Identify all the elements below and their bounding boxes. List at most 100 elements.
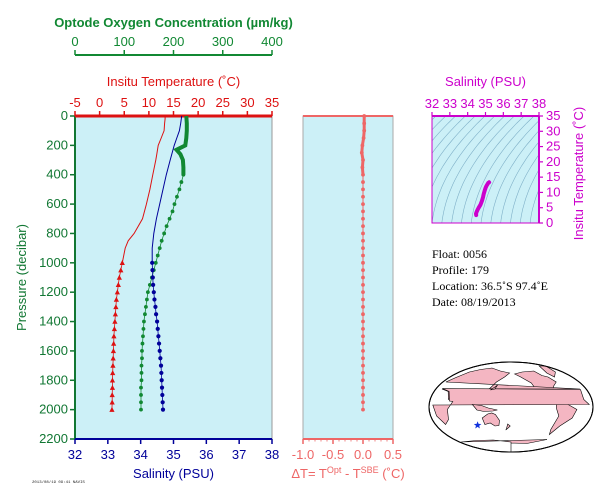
- isopycnal-line: [461, 116, 525, 223]
- oxygen-point-marker: [145, 290, 150, 295]
- salinity-axis-title: Salinity (PSU): [133, 466, 214, 481]
- isopycnal-line: [520, 169, 539, 223]
- ts-salinity-axis-title: Salinity (PSU): [445, 74, 526, 89]
- delta-point: [361, 400, 365, 405]
- delta-point: [361, 187, 365, 192]
- delta-axis-title-part: ΔT= T: [291, 466, 327, 481]
- profile-plot-area: [75, 116, 272, 439]
- delta-surface-segment: [360, 116, 366, 175]
- salinity-point-marker: [157, 348, 162, 354]
- delta-point: [361, 297, 365, 302]
- land-africa: [432, 388, 590, 425]
- temperature-tick-label: 20: [191, 95, 205, 110]
- oxygen-point-marker: [170, 209, 175, 214]
- delta-point: [361, 231, 365, 236]
- land-antarctica: [461, 439, 548, 452]
- oxygen-point-marker: [164, 224, 169, 229]
- salinity-tick-label: 38: [265, 447, 279, 462]
- delta-point: [361, 194, 365, 199]
- pressure-tick-label: 400: [46, 167, 68, 182]
- pressure-tick-label: 1200: [39, 284, 68, 299]
- salinity-point-marker: [156, 341, 162, 346]
- temperature-tick-label: 0: [96, 95, 103, 110]
- salinity-tick-label: 33: [101, 447, 115, 462]
- pressure-tick-label: 2200: [39, 431, 68, 446]
- date-line: Date: 08/19/2013: [432, 295, 516, 309]
- oxygen-point-marker: [141, 334, 145, 339]
- temperature-point-marker: [110, 348, 117, 354]
- salinity-point-marker: [153, 304, 158, 309]
- salinity-point-marker: [160, 400, 165, 405]
- delta-point: [361, 334, 365, 339]
- pressure-tick-label: 200: [46, 137, 68, 152]
- map-outline: [428, 361, 594, 453]
- delta-panel: -1.0 -0.5 0.0 0.5 ΔT= TOpt - TSBE (˚C): [291, 114, 405, 481]
- oxygen-tick-label: 400: [261, 34, 283, 49]
- oxygen-point-marker: [175, 194, 179, 199]
- isopycnal-line: [510, 154, 539, 223]
- salinity-point-marker: [150, 260, 155, 265]
- ts-temperature-tick-label: 5: [546, 200, 553, 215]
- oxygen-point-marker: [145, 297, 149, 302]
- oxygen-tick-label: 300: [212, 34, 234, 49]
- delta-point: [361, 275, 365, 280]
- land-indonesia: [471, 404, 498, 412]
- temperature-point-marker: [110, 362, 116, 368]
- pressure-tick-label: 600: [46, 196, 68, 211]
- oxygen-point-marker: [140, 341, 145, 346]
- pressure-tick-label: 0: [61, 108, 68, 123]
- oxygen-point-marker: [147, 282, 152, 287]
- isopycnal-line: [480, 120, 539, 223]
- salinity-tick-label: 35: [166, 447, 180, 462]
- delta-tick-label: -1.0: [292, 447, 314, 462]
- oxygen-point-marker: [141, 326, 146, 331]
- delta-point: [361, 341, 365, 346]
- oxygen-tick-label: 100: [113, 34, 135, 49]
- land-australia: [481, 412, 500, 427]
- delta-axis-title-sup: Opt: [327, 465, 342, 475]
- ts-temperature-tick-label: 35: [546, 108, 560, 123]
- delta-tick-label: 0.5: [384, 447, 402, 462]
- delta-point: [361, 260, 365, 265]
- pressure-tick-label: 2000: [39, 402, 68, 417]
- pressure-tick-label: 800: [46, 225, 68, 240]
- oxygen-point-marker: [140, 356, 144, 361]
- ts-salinity-tick-label: 36: [496, 96, 510, 111]
- pressure-tick-label: 1400: [39, 314, 68, 329]
- salinity-point-marker: [153, 312, 159, 317]
- delta-point: [361, 253, 365, 258]
- delta-tick-label: -0.5: [322, 447, 344, 462]
- ts-temperature-tick-label: 25: [546, 139, 560, 154]
- isopycnal-line: [432, 116, 486, 188]
- salinity-point-marker: [160, 392, 165, 398]
- land-south-america: [548, 401, 578, 436]
- delta-point: [361, 363, 365, 368]
- float-line: Float: 0056: [432, 247, 487, 261]
- location-line: Location: 36.5˚S 97.4˚E: [432, 279, 548, 293]
- salinity-point-marker: [160, 407, 166, 412]
- pressure-tick-label: 1000: [39, 255, 68, 270]
- temperature-tick-label: 15: [166, 95, 180, 110]
- float-info: Float: 0056 Profile: 179 Location: 36.5˚…: [432, 247, 548, 309]
- delta-point: [361, 319, 365, 324]
- ts-salinity-tick-label: 33: [443, 96, 457, 111]
- oxygen-point-marker: [139, 378, 144, 383]
- ts-temperature-tick-label: 30: [546, 123, 560, 138]
- pressure-axis-title: Pressure (decibar): [14, 224, 29, 331]
- delta-point: [361, 356, 365, 361]
- oxygen-profile-line: [173, 115, 189, 175]
- temperature-point-marker: [113, 304, 119, 310]
- delta-point: [361, 268, 365, 273]
- salinity-point-marker: [150, 275, 155, 280]
- salinity-point-marker: [159, 378, 164, 383]
- temperature-tick-label: 30: [240, 95, 254, 110]
- delta-point: [361, 202, 365, 206]
- temperature-point-marker: [115, 282, 121, 288]
- pressure-tick-label: 1600: [39, 343, 68, 358]
- land-japan: [490, 384, 498, 391]
- footer-stamp: 2013/08/19 09:41 NAVIS: [32, 480, 85, 485]
- salinity-point-marker: [151, 290, 156, 295]
- delta-axis-title-part: - T: [341, 466, 360, 481]
